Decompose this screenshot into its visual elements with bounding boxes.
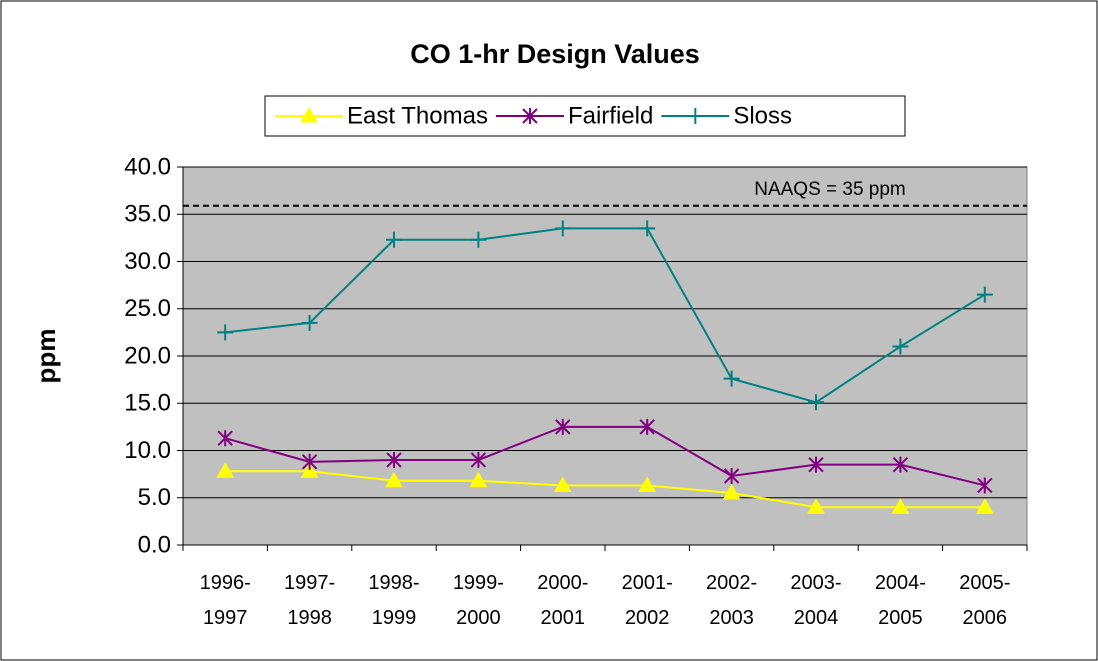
marker — [808, 456, 824, 473]
marker — [723, 468, 740, 485]
y-tick-label: 30.0 — [124, 248, 171, 275]
marker — [217, 430, 233, 447]
marker — [808, 394, 824, 411]
legend-label: Fairfield — [568, 102, 653, 129]
chart-title: CO 1-hr Design Values — [410, 39, 700, 69]
marker — [301, 453, 318, 470]
marker — [522, 108, 538, 124]
marker — [976, 286, 993, 303]
marker — [469, 471, 488, 488]
marker — [301, 314, 318, 331]
marker — [300, 106, 318, 123]
marker — [216, 462, 235, 478]
marker — [385, 471, 403, 488]
y-tick-label: 40.0 — [124, 153, 171, 180]
y-tick-label: 20.0 — [124, 342, 171, 369]
marker — [891, 498, 910, 514]
x-tick-label: 2000- 2001 — [537, 572, 589, 629]
marker — [555, 418, 571, 435]
x-tick-label: 1997- 1998 — [284, 572, 336, 629]
x-tick-label: 2003- 2004 — [790, 572, 842, 629]
marker — [386, 451, 402, 468]
x-tick-label: 1998- 1999 — [368, 572, 420, 629]
x-tick-label: 2004- 2005 — [874, 572, 926, 629]
marker — [386, 231, 402, 248]
x-tick-label: 2005- 2006 — [959, 572, 1011, 629]
y-tick-label: 35.0 — [124, 201, 171, 228]
marker — [722, 484, 741, 500]
marker — [892, 338, 909, 355]
y-axis-label: ppm — [31, 329, 61, 384]
y-tick-label: 10.0 — [124, 437, 171, 464]
series-line — [224, 425, 986, 487]
y-tick-label: 0.0 — [138, 531, 171, 558]
series-line — [225, 470, 985, 509]
marker — [554, 220, 571, 237]
marker — [977, 477, 993, 494]
marker — [807, 498, 825, 514]
marker — [639, 220, 656, 237]
y-tick-label: 5.0 — [138, 484, 171, 511]
y-tick-label: 15.0 — [124, 390, 171, 417]
series-line — [225, 227, 986, 404]
marker — [975, 498, 994, 514]
marker — [639, 418, 655, 435]
reference-annotation: NAAQS = 35 ppm — [754, 179, 906, 200]
x-tick-label: 2002- 2003 — [706, 572, 758, 629]
marker — [723, 370, 740, 387]
marker — [687, 108, 704, 124]
legend-label: East Thomas — [347, 102, 488, 129]
marker — [553, 476, 572, 492]
marker — [892, 456, 909, 473]
x-tick-label: 1999- 2000 — [452, 572, 504, 629]
y-tick-label: 25.0 — [124, 295, 171, 322]
marker — [217, 324, 234, 341]
legend-label: Sloss — [733, 102, 792, 129]
x-tick-label: 1996- 1997 — [199, 572, 251, 629]
marker — [638, 476, 657, 492]
x-tick-label: 2001- 2002 — [621, 572, 673, 629]
marker — [300, 462, 319, 478]
legend-box — [264, 95, 906, 137]
marker — [470, 231, 487, 248]
marker — [470, 451, 487, 468]
